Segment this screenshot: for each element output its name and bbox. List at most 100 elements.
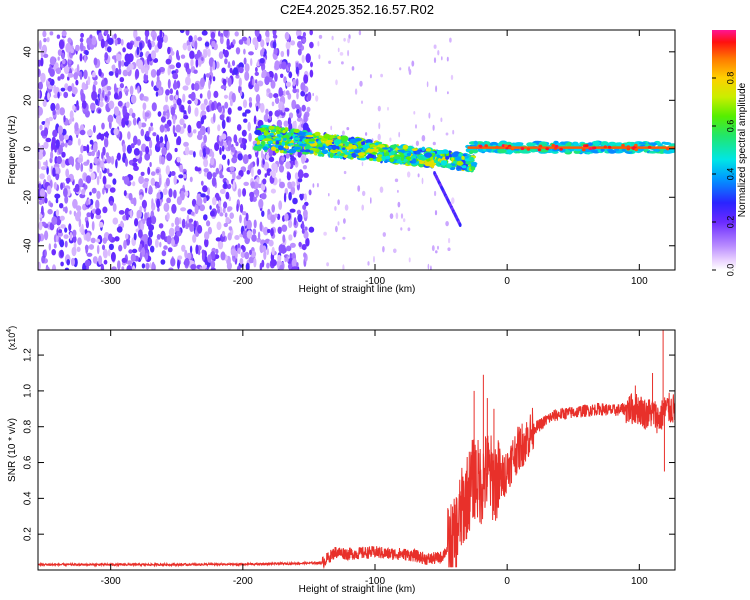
spectrogram-faint-noise bbox=[369, 74, 372, 79]
spectrogram-noise-blob bbox=[43, 141, 49, 149]
spectrogram-noise-blob bbox=[289, 208, 296, 213]
spectrogram-x-tick-label: -200 bbox=[233, 276, 253, 287]
spectrogram-noise-blob bbox=[265, 30, 270, 37]
spectrogram-noise-blob bbox=[232, 39, 236, 45]
spectrogram-noise-blob bbox=[53, 234, 57, 243]
spectrogram-signal-blob bbox=[297, 132, 302, 136]
spectrogram-noise-blob bbox=[118, 244, 123, 252]
spectrogram-noise-blob bbox=[47, 208, 53, 215]
spectrogram-noise-blob bbox=[139, 194, 143, 200]
spectrogram-noise-blob bbox=[174, 147, 178, 153]
spectrogram-noise-blob bbox=[101, 244, 106, 251]
spectrogram-noise-blob bbox=[115, 53, 122, 62]
spectrogram-noise-blob bbox=[242, 143, 247, 151]
spectrogram-carrier-peak bbox=[495, 145, 499, 149]
spectrogram-noise-blob bbox=[108, 71, 114, 76]
spectrogram-noise-blob bbox=[285, 41, 291, 50]
spectrogram-noise-blob bbox=[132, 181, 136, 187]
spectrogram-noise-blob bbox=[45, 137, 52, 143]
spectrogram-noise-blob bbox=[48, 77, 52, 82]
spectrogram-noise-blob bbox=[98, 255, 103, 265]
spectrogram-noise-blob bbox=[107, 91, 111, 96]
spectrogram-carrier-peak bbox=[582, 148, 586, 152]
spectrogram-signal-blob bbox=[256, 140, 261, 146]
spectrogram-noise-blob bbox=[145, 67, 149, 76]
spectrogram-faint-noise bbox=[421, 177, 424, 185]
spectrogram-carrier-halo bbox=[662, 142, 672, 145]
spectrogram-noise-blob bbox=[241, 211, 247, 216]
spectrogram-signal-blob bbox=[265, 128, 269, 132]
spectrogram-noise-blob bbox=[220, 251, 226, 261]
spectrogram-noise-blob bbox=[88, 244, 95, 250]
spectrogram-noise-blob bbox=[144, 152, 151, 161]
spectrogram-noise-blob bbox=[65, 177, 71, 183]
spectrogram-signal-blob bbox=[323, 133, 331, 139]
spectrogram-noise-blob bbox=[43, 127, 49, 137]
spectrogram-signal-blob bbox=[351, 152, 357, 158]
spectrogram-noise-blob bbox=[236, 203, 239, 212]
spectrogram-noise-blob bbox=[253, 189, 260, 195]
spectrogram-noise-blob bbox=[291, 99, 297, 110]
spectrogram-noise-blob bbox=[144, 112, 150, 117]
snr-y-tick-label: 0.2 bbox=[23, 527, 34, 541]
spectrogram-noise-blob bbox=[43, 38, 47, 43]
spectrogram-faint-noise bbox=[317, 41, 320, 47]
spectrogram-noise-blob bbox=[51, 216, 58, 226]
spectrogram-faint-noise bbox=[347, 49, 350, 57]
spectrogram-noise-blob bbox=[190, 264, 197, 270]
spectrogram-noise-blob bbox=[202, 147, 207, 158]
spectrogram-signal-blob bbox=[416, 150, 421, 155]
spectrogram-noise-blob bbox=[247, 154, 252, 160]
spectrogram-noise-blob bbox=[263, 250, 267, 260]
spectrogram-noise-blob bbox=[210, 260, 216, 270]
spectrogram-noise-blob bbox=[270, 188, 276, 194]
spectrogram-noise-blob bbox=[178, 217, 182, 225]
spectrogram-signal-blob bbox=[282, 130, 286, 134]
spectrogram-faint-noise bbox=[343, 170, 347, 175]
spectrogram-noise-blob bbox=[182, 93, 186, 103]
spectrogram-noise-blob bbox=[200, 77, 205, 88]
spectrogram-noise-blob bbox=[292, 88, 298, 94]
spectrogram-noise-blob bbox=[270, 228, 274, 237]
spectrogram-signal-blob bbox=[397, 145, 404, 149]
spectrogram-carrier-halo bbox=[473, 140, 479, 146]
spectrogram-noise-blob bbox=[164, 214, 168, 221]
colorbar-tick-label: 0.4 bbox=[725, 168, 735, 181]
spectrogram-noise-blob bbox=[248, 51, 254, 56]
spectrogram-noise-blob bbox=[79, 41, 84, 52]
spectrogram-noise-blob bbox=[207, 254, 212, 263]
spectrogram-noise-blob bbox=[188, 94, 194, 99]
spectrogram-noise-blob bbox=[113, 92, 119, 100]
spectrogram-noise-blob bbox=[58, 144, 63, 155]
spectrogram-noise-blob bbox=[124, 112, 130, 118]
spectrogram-noise-blob bbox=[122, 69, 129, 77]
spectrogram-noise-blob bbox=[218, 135, 222, 142]
spectrogram-noise-blob bbox=[283, 77, 287, 84]
spectrogram-signal-blob bbox=[259, 127, 266, 132]
spectrogram-noise-blob bbox=[64, 83, 69, 91]
spectrogram-noise-blob bbox=[248, 97, 252, 103]
spectrogram-noise-blob bbox=[142, 218, 146, 225]
spectrogram-noise-blob bbox=[301, 54, 305, 64]
spectrogram-noise-blob bbox=[159, 124, 165, 133]
spectrogram-noise-blob bbox=[278, 178, 282, 184]
snr-y-exponent: (x104) bbox=[6, 326, 17, 350]
spectrogram-noise-blob bbox=[303, 74, 309, 84]
spectrogram-noise-blob bbox=[184, 249, 188, 259]
spectrogram-noise-blob bbox=[296, 91, 299, 100]
spectrogram-noise-blob bbox=[207, 90, 212, 100]
spectrogram-signal-blob bbox=[381, 147, 389, 150]
spectrogram-noise-blob bbox=[287, 263, 293, 270]
spectrogram-noise-blob bbox=[140, 122, 147, 128]
spectrogram-noise-blob bbox=[90, 172, 96, 181]
spectrogram-noise-blob bbox=[168, 267, 174, 270]
spectrogram-noise-blob bbox=[175, 62, 181, 69]
spectrogram-signal-blob bbox=[360, 157, 367, 161]
spectrogram-noise-blob bbox=[129, 174, 134, 181]
spectrogram-noise-blob bbox=[159, 177, 162, 186]
spectrogram-noise-blob bbox=[219, 114, 225, 121]
spectrogram-noise-blob bbox=[125, 157, 128, 167]
spectrogram-noise-blob bbox=[267, 208, 271, 215]
spectrogram-carrier-halo bbox=[574, 150, 581, 154]
